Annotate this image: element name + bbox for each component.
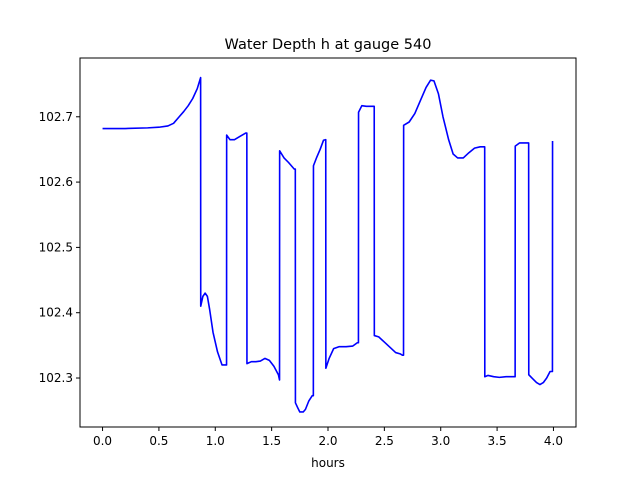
- x-tick-label: 0.0: [93, 434, 112, 448]
- x-tick-label: 1.5: [262, 434, 281, 448]
- plot-frame: [79, 57, 577, 428]
- x-tick-label: 3.0: [431, 434, 450, 448]
- x-tick-label: 3.5: [488, 434, 507, 448]
- x-axis: 0.0 0.5 1.0 1.5 2.0 2.5 3.0 3.5 4.0: [93, 427, 563, 448]
- y-axis: 102.3 102.4 102.5 102.6 102.7: [39, 110, 80, 385]
- series-line-0: [102, 76, 554, 413]
- y-tick-label: 102.5: [39, 240, 73, 254]
- y-tick-label: 102.4: [39, 306, 73, 320]
- y-tick-label: 102.6: [39, 175, 73, 189]
- x-tick-label: 4.0: [544, 434, 563, 448]
- x-tick-label: 2.5: [375, 434, 394, 448]
- chart-title: Water Depth h at gauge 540: [225, 37, 432, 53]
- y-tick-label: 102.7: [39, 110, 73, 124]
- x-tick-label: 0.5: [149, 434, 168, 448]
- x-tick-label: 2.0: [318, 434, 337, 448]
- plot-area: [102, 76, 554, 413]
- x-axis-label: hours: [311, 456, 345, 470]
- x-tick-label: 1.0: [206, 434, 225, 448]
- y-tick-label: 102.3: [39, 371, 73, 385]
